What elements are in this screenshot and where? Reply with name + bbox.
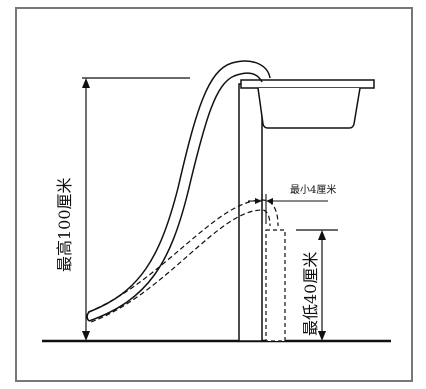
sink-basin [240,79,375,129]
min-height-label: 最低40厘米 [301,252,320,336]
max-height-dimension [82,77,190,341]
max-height-label: 最高100厘米 [55,177,74,272]
standpipe [265,229,286,342]
min-gap-label: 最小4厘米 [290,183,336,196]
drain-hose [86,60,271,322]
min-gap-dimension [248,194,328,224]
dashed-hose-route [87,199,279,323]
min-height-dimension [296,229,338,341]
support-post [238,83,263,342]
outer-frame [15,7,413,382]
